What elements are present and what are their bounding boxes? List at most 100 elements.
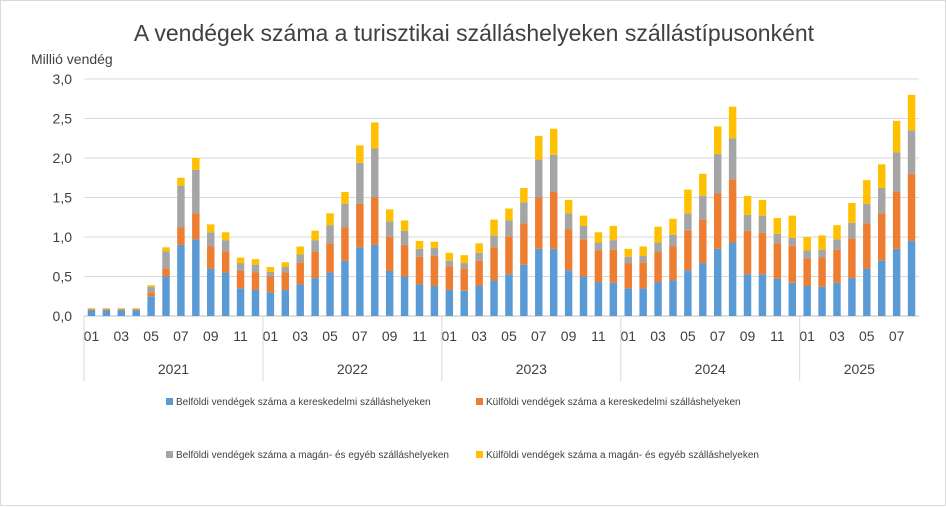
bar-segment <box>818 257 826 287</box>
bar-segment <box>311 278 319 316</box>
bar-segment <box>385 237 394 271</box>
x-tick-label: 05 <box>680 328 696 344</box>
bars <box>87 94 916 316</box>
bar-segment <box>207 268 215 316</box>
bar-segment <box>699 173 707 196</box>
bar-segment <box>251 259 260 265</box>
y-tick-label: 0,5 <box>53 269 73 285</box>
bar-segment <box>147 285 155 287</box>
bar-segment <box>848 203 856 223</box>
x-tick-label: 11 <box>233 328 248 344</box>
bar-segment <box>356 145 364 163</box>
bar-segment <box>743 230 752 275</box>
bar-segment <box>475 243 483 253</box>
bar-segment <box>609 225 618 241</box>
x-tick-label: 09 <box>561 328 577 344</box>
legend-swatch <box>166 398 173 405</box>
bar-segment <box>594 232 603 243</box>
bar-segment <box>654 242 662 253</box>
bar-segment <box>594 242 603 251</box>
bar-segment <box>236 257 245 264</box>
bar-segment <box>892 191 901 249</box>
bar-segment <box>564 213 573 230</box>
bar-segment <box>102 308 111 310</box>
bar-segment <box>371 197 379 245</box>
bar-segment <box>564 199 573 214</box>
bar-segment <box>788 245 796 283</box>
bar-segment <box>773 243 782 279</box>
bar-segment <box>818 235 826 250</box>
bar-segment <box>400 276 409 316</box>
bar-segment <box>564 229 573 271</box>
bar-segment <box>639 255 647 263</box>
bar-segment <box>147 292 155 297</box>
x-tick-label: 01 <box>84 328 100 344</box>
x-tick-label: 03 <box>650 328 666 344</box>
bar-segment <box>236 263 245 271</box>
bar-segment <box>207 232 215 247</box>
bar-segment <box>341 260 349 316</box>
bar-segment <box>117 308 126 309</box>
bar-segment <box>415 248 424 257</box>
bar-segment <box>87 308 96 309</box>
x-tick-label: 05 <box>859 328 875 344</box>
bar-segment <box>535 248 543 316</box>
bar-segment <box>907 130 916 174</box>
bar-segment <box>385 270 394 316</box>
bar-segment <box>221 232 230 241</box>
bar-segment <box>728 138 737 180</box>
bar-segment <box>713 126 722 155</box>
bar-segment <box>102 308 111 309</box>
bar-segment <box>177 185 185 228</box>
bar-segment <box>848 238 856 279</box>
bar-segment <box>371 122 379 149</box>
bar-segment <box>236 288 245 316</box>
bar-segment <box>207 246 215 269</box>
bar-segment <box>147 286 155 293</box>
bar-segment <box>758 274 767 316</box>
legend-entry: Külföldi vendégek száma a kereskedelmi s… <box>486 397 741 408</box>
bar-segment <box>430 241 439 249</box>
bar-segment <box>579 225 588 240</box>
bar-segment <box>400 244 409 277</box>
legend-entry: Belföldi vendégek száma a magán- és egyé… <box>176 450 449 461</box>
bar-segment <box>520 188 528 203</box>
x-tick-label: 03 <box>113 328 129 344</box>
bar-segment <box>833 249 841 283</box>
bar-segment <box>728 242 737 316</box>
bar-segment <box>311 230 319 241</box>
bar-segment <box>326 225 334 244</box>
bar-segment <box>907 173 916 241</box>
bar-segment <box>281 289 290 316</box>
bar-segment <box>445 260 454 267</box>
x-tick-label: 07 <box>173 328 189 344</box>
bar-segment <box>221 272 230 316</box>
bar-segment <box>773 233 782 244</box>
bar-segment <box>758 199 767 216</box>
bar-segment <box>475 252 483 261</box>
bar-segment <box>192 158 200 170</box>
bar-segment <box>192 239 200 316</box>
bar-segment <box>326 213 334 226</box>
x-tick-label: 01 <box>620 328 636 344</box>
bar-segment <box>371 244 379 316</box>
bar-segment <box>102 310 111 316</box>
bar-segment <box>281 262 290 268</box>
bar-segment <box>87 308 96 310</box>
bar-segment <box>266 267 275 272</box>
x-tick-label: 01 <box>263 328 279 344</box>
x-tick-label: 01 <box>799 328 815 344</box>
bar-segment <box>669 234 677 247</box>
legend-entry: Belföldi vendégek száma a kereskedelmi s… <box>176 397 431 408</box>
bar-segment <box>326 243 334 273</box>
year-label: 2021 <box>158 361 189 377</box>
bar-segment <box>356 247 364 316</box>
legend-swatch <box>476 451 483 458</box>
bar-segment <box>788 282 796 316</box>
bar-segment <box>117 308 126 310</box>
bar-segment <box>430 255 439 286</box>
bar-segment <box>848 278 856 316</box>
bar-segment <box>430 248 439 256</box>
bar-segment <box>877 164 886 189</box>
